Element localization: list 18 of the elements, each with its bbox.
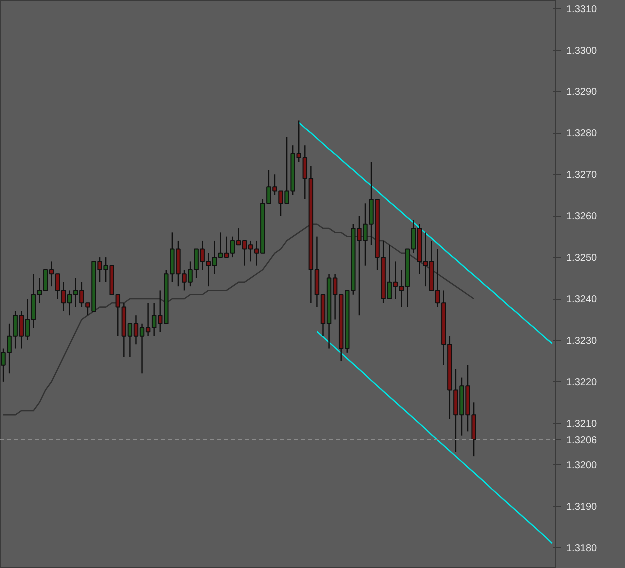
line-series <box>298 122 554 344</box>
y-tick-label: 1.3230 <box>566 336 598 347</box>
y-tick-label: 1.3260 <box>566 212 598 223</box>
y-tick-label: 1.3280 <box>566 128 598 140</box>
line-series <box>316 331 554 544</box>
y-tick-label: 1.3200 <box>566 460 598 472</box>
y-tick-label: 1.3290 <box>566 87 598 98</box>
line-series <box>2 224 475 416</box>
ref-line-label: 1.3206 <box>566 435 598 446</box>
y-tick-label: 1.3180 <box>566 543 598 554</box>
y-tick-label: 1.3220 <box>566 377 598 388</box>
y-tick-label: 1.3240 <box>566 294 598 306</box>
y-tick-label: 1.3270 <box>566 170 598 182</box>
y-tick-label: 1.3190 <box>566 502 598 513</box>
y-tick-label: 1.3250 <box>566 253 598 264</box>
y-tick-label: 1.3210 <box>566 418 598 430</box>
y-tick-label: 1.3300 <box>566 46 598 57</box>
y-tick-label: 1.3310 <box>566 4 598 16</box>
